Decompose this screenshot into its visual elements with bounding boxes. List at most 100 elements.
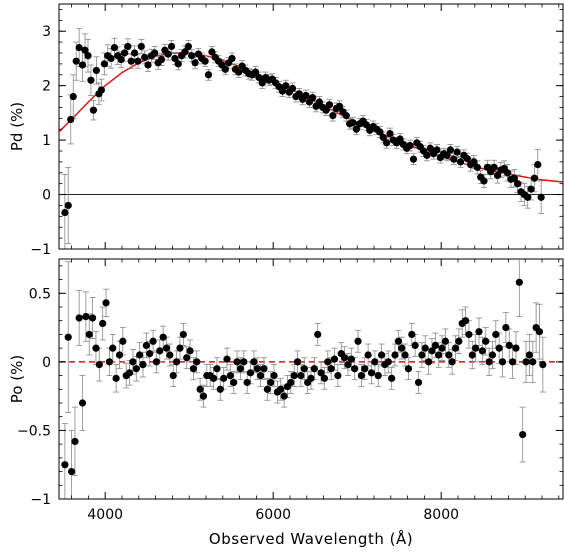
pd-data-point <box>167 42 176 51</box>
po-data-point <box>260 365 268 373</box>
pd-data-point <box>69 92 77 101</box>
po-data-point <box>193 358 201 366</box>
pd-data-point <box>221 65 229 73</box>
po-data-point <box>280 392 288 400</box>
pd-data-point <box>480 177 488 185</box>
po-data-point <box>230 378 238 387</box>
pd-data-point <box>295 90 303 98</box>
pd-data-point <box>443 151 451 159</box>
pd-data-point <box>423 151 431 159</box>
pd-data-point <box>426 144 434 152</box>
po-data-point <box>377 351 386 359</box>
po-data-point <box>502 323 510 332</box>
po-data-point <box>384 358 392 366</box>
po-data-point <box>267 378 275 387</box>
po-data-point <box>213 365 221 373</box>
po-data-point <box>455 337 463 345</box>
pd-axis-ticks: −1 0 1 2 3 <box>30 4 563 258</box>
po-data-point <box>115 351 124 359</box>
po-data-point <box>149 337 157 345</box>
pd-data-point <box>84 52 92 60</box>
po-data-points <box>61 278 547 476</box>
x-tick-label: 6000 <box>255 507 291 523</box>
pd-data-point <box>329 112 337 120</box>
po-data-point <box>374 371 382 380</box>
po-data-point <box>431 341 439 349</box>
po-error-bar <box>516 259 523 318</box>
po-data-point <box>330 355 339 363</box>
po-data-point <box>539 361 547 369</box>
po-data-point <box>505 341 513 349</box>
po-data-point <box>109 344 117 352</box>
pd-data-point <box>188 52 196 60</box>
po-data-point <box>445 351 453 359</box>
pd-y-tick-label: 0 <box>42 188 51 204</box>
po-data-point <box>495 344 503 352</box>
pd-y-tick-label: −1 <box>30 242 51 258</box>
pd-data-point <box>255 73 263 82</box>
po-data-point <box>233 358 241 366</box>
po-data-point <box>367 369 376 377</box>
pd-data-point <box>278 87 287 95</box>
pd-data-point <box>131 49 139 57</box>
po-data-point <box>388 374 396 382</box>
pd-data-point <box>406 141 414 150</box>
x-tick-label: 4000 <box>87 507 123 523</box>
po-data-point <box>68 467 76 476</box>
x-axis-label: Observed Wavelength (Å) <box>209 529 413 548</box>
po-y-tick-label: 0.5 <box>29 286 51 302</box>
po-data-point <box>421 344 429 352</box>
pd-data-point <box>67 115 75 124</box>
po-data-point <box>324 358 332 366</box>
po-data-point <box>428 347 436 355</box>
po-panel: −1 −0.5 0 0.5 4000 6000 8000 Po (%) Observed W… <box>8 258 564 548</box>
pd-data-point <box>171 54 179 63</box>
po-data-point <box>297 371 305 380</box>
pd-data-point <box>258 79 266 87</box>
pd-data-points <box>61 42 545 217</box>
pd-y-axis-label: Pd (%) <box>8 102 26 151</box>
pd-data-point <box>110 43 119 52</box>
po-data-point <box>250 358 258 366</box>
po-y-tick-label: −1 <box>30 492 51 508</box>
pd-data-point <box>534 161 542 169</box>
po-data-point <box>216 385 224 393</box>
po-data-point <box>240 358 248 366</box>
po-data-point <box>317 369 325 377</box>
po-data-point <box>78 399 87 407</box>
pd-data-point <box>288 84 297 92</box>
pd-data-point <box>61 208 69 217</box>
po-data-point <box>391 351 399 359</box>
po-data-point <box>270 371 278 380</box>
pd-data-point <box>191 59 199 67</box>
po-data-point <box>519 430 527 439</box>
pd-data-point <box>75 43 83 52</box>
po-data-point <box>485 358 493 366</box>
po-data-point <box>263 385 271 393</box>
pd-data-point <box>204 71 213 79</box>
pd-data-point <box>89 106 98 114</box>
po-data-point <box>404 365 413 373</box>
po-data-point <box>341 354 349 362</box>
po-data-point <box>529 358 537 366</box>
po-data-point <box>209 374 218 382</box>
pd-data-point <box>120 49 129 57</box>
pd-data-point <box>151 49 159 57</box>
pd-data-point <box>141 53 149 61</box>
po-data-point <box>435 351 443 359</box>
po-data-point <box>475 328 483 336</box>
pd-data-point <box>524 193 532 201</box>
po-y-tick-label: 0 <box>42 355 51 371</box>
pd-data-point <box>450 155 458 163</box>
pd-data-point <box>463 155 471 163</box>
pd-data-point <box>470 158 478 166</box>
po-data-point <box>119 337 127 345</box>
pd-panel: −1 0 1 2 3 Pd (%) <box>8 3 564 258</box>
po-data-point <box>535 328 544 336</box>
pd-data-point <box>282 82 290 90</box>
po-data-point <box>220 374 228 382</box>
pd-data-point <box>144 61 152 69</box>
pd-data-point <box>97 86 106 94</box>
po-data-point <box>411 341 419 349</box>
po-data-point <box>169 371 177 380</box>
